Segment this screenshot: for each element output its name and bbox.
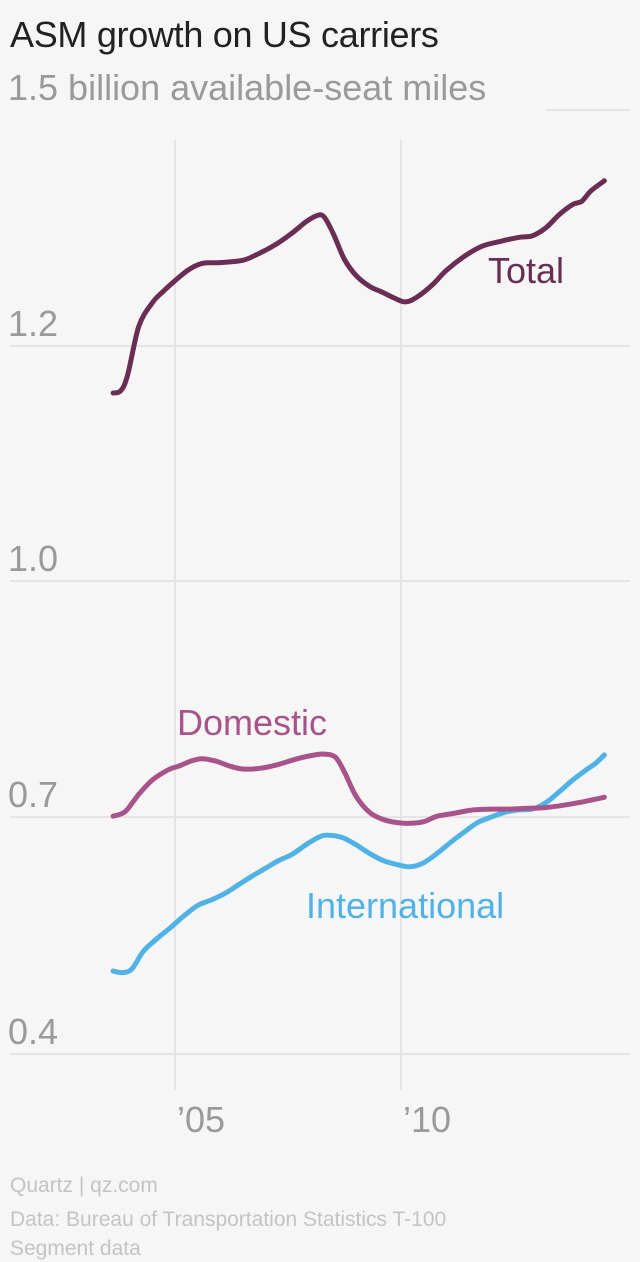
series-line-domestic: [110, 751, 607, 826]
series-line-total: [110, 178, 607, 396]
series-line-layer: [110, 178, 607, 976]
footer-credit: Quartz | qz.com: [10, 1174, 158, 1197]
x-tick-label: ’10: [403, 1099, 451, 1140]
y-tick-label: 1.0: [8, 538, 58, 579]
series-label-international: International: [306, 885, 504, 926]
x-tick-label: ’05: [177, 1099, 225, 1140]
footer-source: Data: Bureau of Transportation Statistic…: [10, 1208, 447, 1231]
footer-source-continued: Segment data: [10, 1237, 141, 1260]
series-label-total: Total: [488, 250, 564, 291]
series-label-domestic: Domestic: [177, 702, 327, 743]
chart-title: ASM growth on US carriers: [10, 14, 439, 55]
tick-label-layer: 0.4 0.7 1.0 1.2 1.5 billion available-seat m…: [8, 67, 486, 1140]
y-tick-label: 0.4: [8, 1011, 58, 1052]
series-label-layer: International Domestic Total: [177, 250, 564, 926]
series-line-international: [110, 752, 607, 976]
y-tick-label: 0.7: [8, 774, 58, 815]
y-axis-unit-label: 1.5 billion available-seat miles: [8, 67, 486, 108]
y-tick-label: 1.2: [8, 303, 58, 344]
